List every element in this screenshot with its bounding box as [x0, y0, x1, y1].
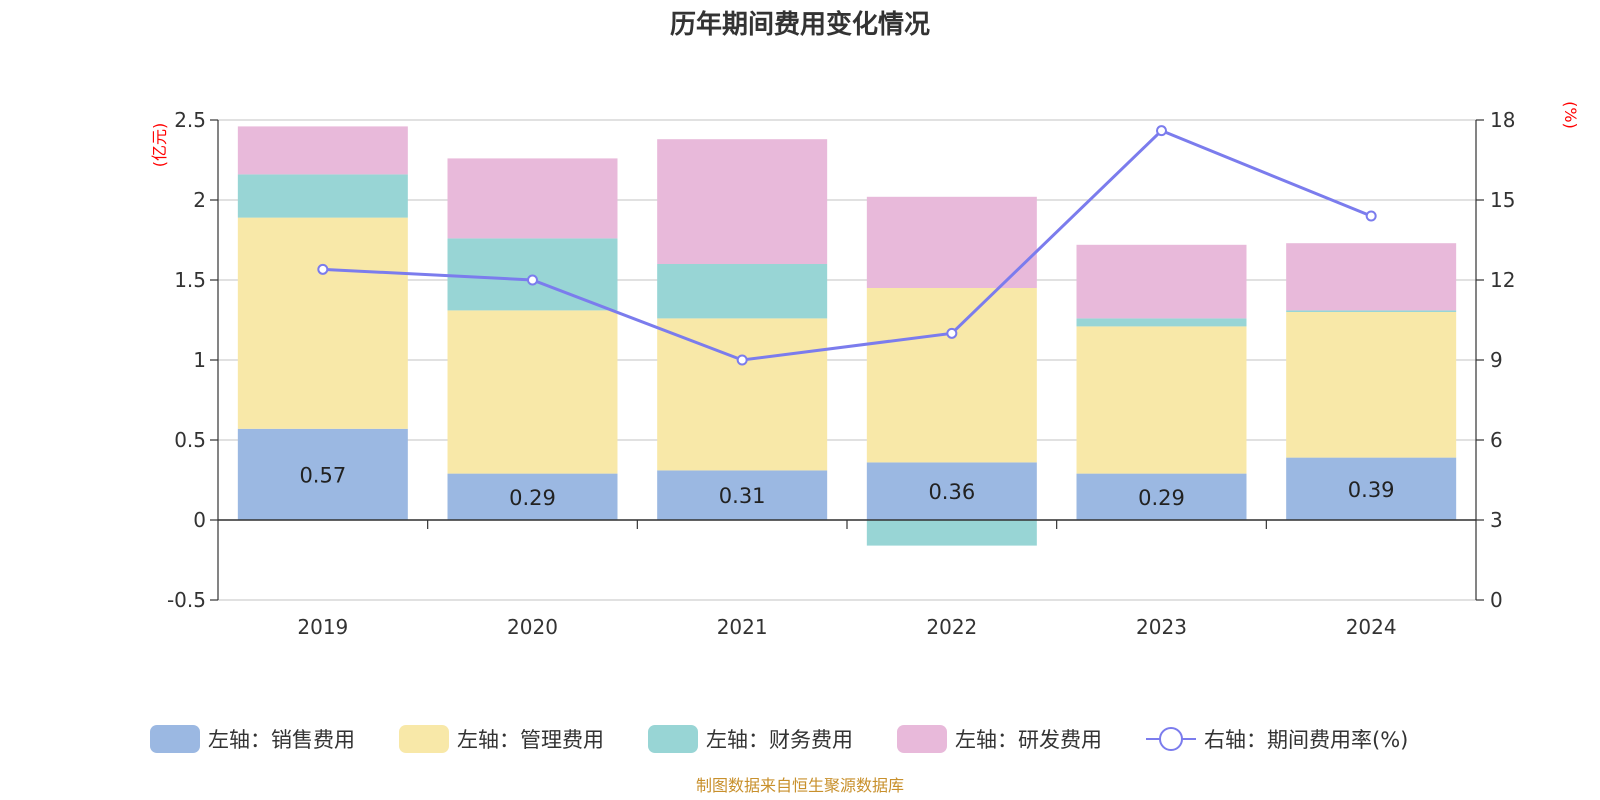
legend-swatch	[648, 725, 698, 753]
source-note: 制图数据来自恒生聚源数据库	[696, 776, 904, 795]
legend-label: 左轴：研发费用	[955, 728, 1102, 752]
bar-segment	[447, 473, 618, 520]
bar-data-label: 0.57	[299, 463, 346, 487]
bar-segment	[237, 126, 408, 175]
legend-label: 左轴：销售费用	[208, 728, 355, 752]
bar-data-label: 0.31	[719, 484, 766, 508]
bar-segment	[237, 174, 408, 218]
legend-swatch	[399, 725, 449, 753]
legend-swatch	[897, 725, 947, 753]
bar-segment	[1286, 243, 1457, 311]
bar-segment	[1076, 326, 1247, 474]
rate-line	[317, 125, 1377, 366]
bar-segment	[447, 310, 618, 474]
rate-point	[317, 263, 329, 275]
rate-polyline	[322, 128, 1372, 362]
bar-segment	[1286, 312, 1457, 458]
category-label: 2024	[1346, 615, 1397, 639]
bar-segment	[1286, 310, 1457, 312]
left-axis-unit: (亿元)	[150, 123, 169, 168]
bar-data-label: 0.29	[1138, 486, 1185, 510]
right-tick-label: 9	[1490, 348, 1503, 372]
right-tick-label: 12	[1490, 268, 1515, 292]
rate-point	[527, 274, 538, 286]
category-label: 2023	[1136, 615, 1187, 639]
right-tick-label: 18	[1490, 108, 1515, 132]
bar-segment	[657, 264, 828, 319]
right-axis-unit: (%)	[1561, 101, 1580, 129]
left-tick-label: -0.5	[167, 588, 206, 612]
bar-segment	[866, 196, 1037, 288]
rate-point	[946, 327, 958, 339]
left-tick-label: 2	[193, 188, 206, 212]
rate-point	[736, 354, 748, 366]
legend-label: 右轴：期间费用率(%)	[1204, 728, 1408, 752]
bar-segment	[237, 217, 408, 429]
bar-data-label: 0.36	[928, 480, 975, 504]
chart-title: 历年期间费用变化情况	[670, 9, 930, 40]
bar-segment	[237, 428, 408, 520]
left-tick-label: 1	[193, 348, 206, 372]
bar-segment	[447, 238, 618, 311]
right-tick-label: 0	[1490, 588, 1503, 612]
left-tick-label: 1.5	[174, 268, 206, 292]
right-tick-label: 6	[1490, 428, 1503, 452]
bar-segment	[657, 318, 828, 471]
bar-segment	[1076, 318, 1247, 327]
legend-label: 左轴：财务费用	[706, 728, 853, 752]
axes: 2.5 2 1.5 1 0.5 0 -0.5 18 15 12 9 6 3 0 2019 2020 2021 20…	[167, 108, 1515, 639]
bar-segment	[866, 462, 1037, 520]
legend-marker	[1159, 727, 1183, 751]
bar-segment	[866, 520, 1037, 546]
bar-data-label: 0.29	[509, 486, 556, 510]
category-label: 2020	[507, 615, 558, 639]
left-tick-label: 0.5	[174, 428, 206, 452]
bar-segment	[657, 139, 828, 264]
bar-segment	[447, 158, 618, 239]
bar-segment	[866, 288, 1037, 463]
right-tick-label: 3	[1490, 508, 1503, 532]
bar-segment	[1076, 473, 1247, 520]
rate-point	[1365, 210, 1377, 222]
right-tick-label: 15	[1490, 188, 1515, 212]
category-label: 2021	[717, 615, 768, 639]
rate-point	[1156, 125, 1167, 137]
left-tick-label: 2.5	[174, 108, 206, 132]
category-label: 2019	[297, 615, 348, 639]
legend-swatch	[150, 725, 200, 753]
bar-segment	[1286, 457, 1457, 520]
bars	[237, 126, 1457, 546]
bar-segment	[1076, 244, 1247, 319]
legend: 左轴：销售费用 左轴：管理费用 左轴：财务费用 左轴：研发费用 右轴：期间费用率(%)	[150, 725, 1408, 753]
bar-data-label: 0.39	[1348, 478, 1395, 502]
data-labels: 0.57 0.29 0.31 0.36 0.29 0.39	[299, 463, 1394, 509]
bar-segment	[657, 470, 828, 520]
category-label: 2022	[926, 615, 977, 639]
left-tick-label: 0	[193, 508, 206, 532]
legend-label: 左轴：管理费用	[457, 728, 604, 752]
